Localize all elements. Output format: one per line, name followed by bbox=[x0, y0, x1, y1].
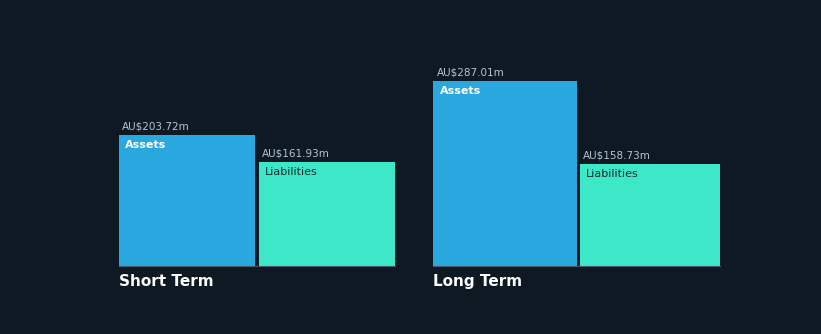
Text: AU$161.93m: AU$161.93m bbox=[262, 148, 329, 158]
Text: Short Term: Short Term bbox=[118, 274, 213, 289]
Bar bbox=[259, 162, 396, 267]
Text: Long Term: Long Term bbox=[433, 274, 523, 289]
Text: Assets: Assets bbox=[125, 140, 166, 150]
Text: Liabilities: Liabilities bbox=[586, 169, 639, 179]
Bar bbox=[433, 81, 576, 267]
Text: AU$203.72m: AU$203.72m bbox=[122, 121, 190, 131]
Bar bbox=[118, 135, 255, 267]
Bar bbox=[580, 164, 720, 267]
Text: AU$158.73m: AU$158.73m bbox=[583, 150, 651, 160]
Text: Assets: Assets bbox=[440, 87, 481, 97]
Text: AU$287.01m: AU$287.01m bbox=[437, 67, 504, 77]
Text: Liabilities: Liabilities bbox=[265, 167, 318, 177]
